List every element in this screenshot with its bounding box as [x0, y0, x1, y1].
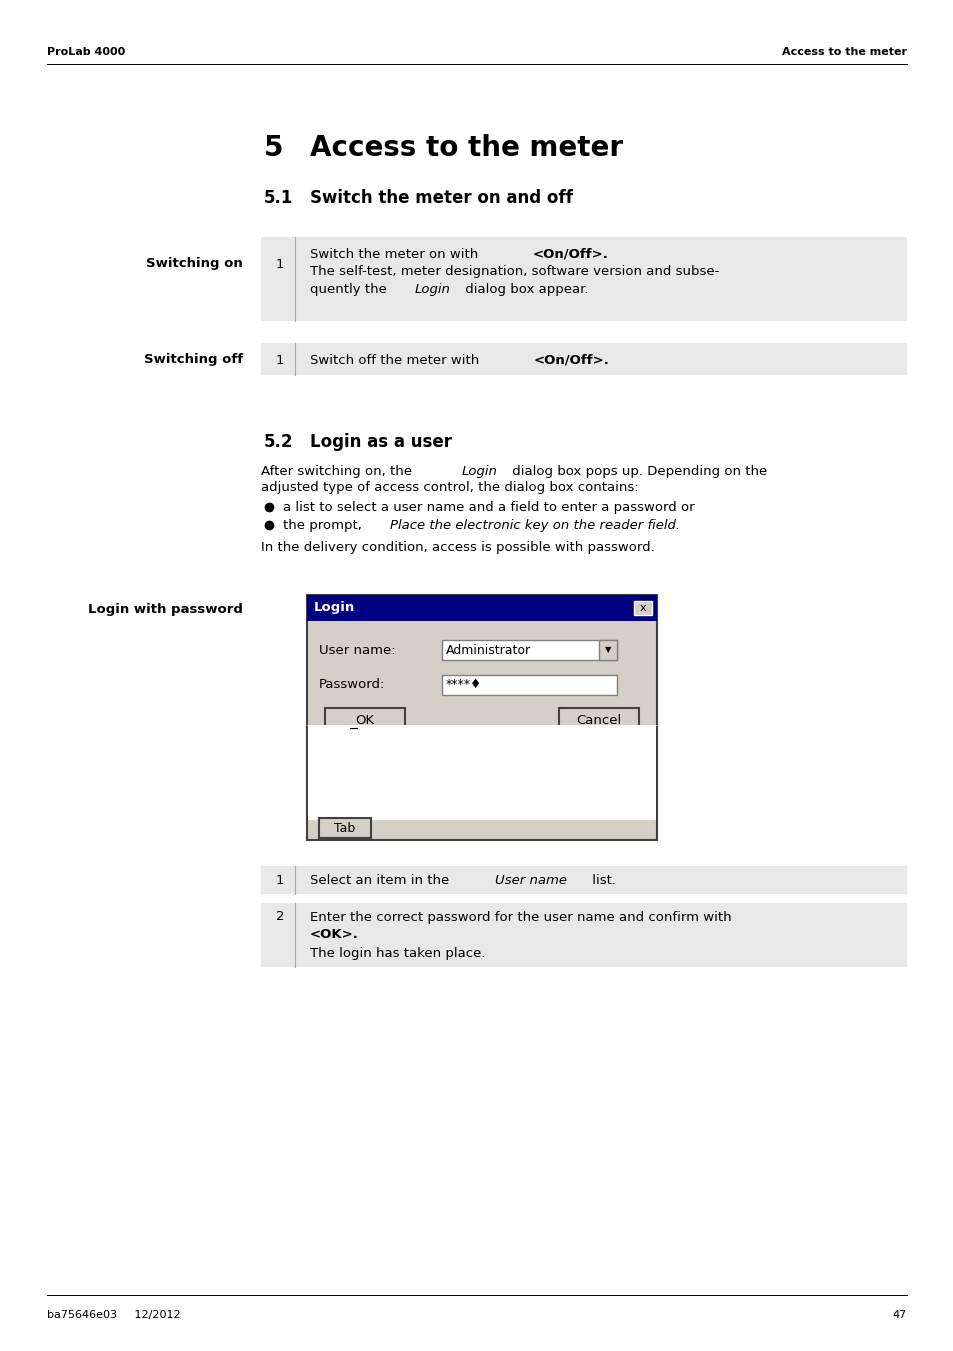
Text: The self-test, meter designation, software version and subse-: The self-test, meter designation, softwa… [310, 266, 719, 278]
Text: Switching on: Switching on [146, 258, 243, 270]
Text: 1: 1 [275, 354, 284, 366]
Text: ****♦: ****♦ [446, 678, 482, 692]
Text: 1: 1 [275, 874, 284, 886]
Text: User name: User name [495, 874, 567, 886]
Text: ProLab 4000: ProLab 4000 [47, 47, 125, 57]
Text: Switch off the meter with: Switch off the meter with [310, 354, 483, 366]
Text: User name:: User name: [318, 643, 395, 657]
FancyBboxPatch shape [441, 640, 617, 661]
Text: ba75646e03     12/2012: ba75646e03 12/2012 [47, 1310, 180, 1320]
Text: adjusted type of access control, the dialog box contains:: adjusted type of access control, the dia… [261, 481, 638, 494]
FancyBboxPatch shape [261, 343, 906, 376]
FancyBboxPatch shape [634, 601, 651, 615]
Text: OK: OK [355, 715, 375, 727]
Text: Login: Login [314, 601, 355, 615]
Text: Tab: Tab [334, 821, 355, 835]
Text: 5.1: 5.1 [264, 189, 294, 207]
Text: Access to the meter: Access to the meter [781, 47, 906, 57]
FancyBboxPatch shape [441, 676, 617, 694]
Text: dialog box appear.: dialog box appear. [460, 284, 588, 296]
Text: <OK>.: <OK>. [310, 928, 358, 942]
Text: Place the electronic key on the reader field.: Place the electronic key on the reader f… [390, 519, 679, 531]
Text: 47: 47 [892, 1310, 906, 1320]
Text: quently the: quently the [310, 284, 391, 296]
Text: In the delivery condition, access is possible with password.: In the delivery condition, access is pos… [261, 542, 654, 554]
Text: Switch the meter on with: Switch the meter on with [310, 247, 482, 261]
Text: Enter the correct password for the user name and confirm with: Enter the correct password for the user … [310, 911, 731, 924]
Text: ▼: ▼ [604, 646, 611, 654]
FancyBboxPatch shape [261, 902, 906, 967]
FancyBboxPatch shape [261, 866, 906, 894]
Text: <On/Off>.: <On/Off>. [534, 354, 609, 366]
Text: After switching on, the: After switching on, the [261, 465, 416, 477]
Text: Login: Login [461, 465, 497, 477]
Text: a list to select a user name and a field to enter a password or: a list to select a user name and a field… [283, 500, 694, 513]
Text: Login: Login [415, 284, 450, 296]
Text: Administrator: Administrator [446, 643, 531, 657]
FancyBboxPatch shape [307, 594, 657, 840]
Text: Access to the meter: Access to the meter [310, 134, 622, 162]
Text: x: x [639, 603, 645, 613]
Text: <On/Off>.: <On/Off>. [532, 247, 608, 261]
Text: Login as a user: Login as a user [310, 434, 452, 451]
Text: The login has taken place.: The login has taken place. [310, 947, 485, 959]
FancyBboxPatch shape [325, 708, 405, 734]
FancyBboxPatch shape [307, 594, 657, 621]
FancyBboxPatch shape [318, 817, 371, 838]
FancyBboxPatch shape [261, 236, 906, 322]
Text: 1: 1 [275, 258, 284, 272]
Text: dialog box pops up. Depending on the: dialog box pops up. Depending on the [507, 465, 766, 477]
Text: list.: list. [587, 874, 616, 886]
FancyBboxPatch shape [598, 640, 617, 661]
Text: Switching off: Switching off [144, 354, 243, 366]
FancyBboxPatch shape [308, 725, 656, 820]
Text: Login with password: Login with password [88, 604, 243, 616]
Text: Select an item in the: Select an item in the [310, 874, 453, 886]
Text: 5.2: 5.2 [264, 434, 294, 451]
FancyBboxPatch shape [558, 708, 639, 734]
Text: 2: 2 [275, 911, 284, 924]
Text: Password:: Password: [318, 678, 385, 692]
Text: the prompt,: the prompt, [283, 519, 366, 531]
Text: 5: 5 [264, 134, 283, 162]
Text: Switch the meter on and off: Switch the meter on and off [310, 189, 572, 207]
Text: Cancel: Cancel [576, 715, 621, 727]
